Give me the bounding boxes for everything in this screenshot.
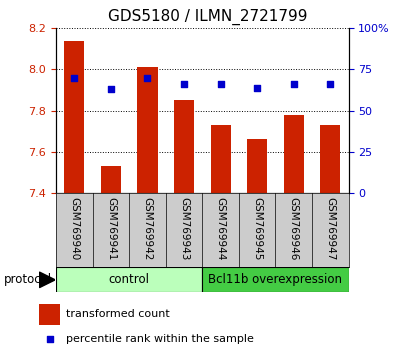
Text: GSM769940: GSM769940 <box>69 197 79 260</box>
Text: GSM769942: GSM769942 <box>142 197 152 260</box>
Point <box>217 81 224 87</box>
Text: percentile rank within the sample: percentile rank within the sample <box>66 333 254 344</box>
Polygon shape <box>39 272 55 287</box>
Text: GSM769944: GSM769944 <box>216 197 226 260</box>
Text: control: control <box>109 273 150 286</box>
Bar <box>56 267 202 292</box>
Point <box>107 86 114 92</box>
Text: GSM769946: GSM769946 <box>289 197 299 260</box>
Text: GDS5180 / ILMN_2721799: GDS5180 / ILMN_2721799 <box>108 9 307 25</box>
Point <box>254 85 261 90</box>
Point <box>327 81 334 87</box>
Bar <box>202 267 349 292</box>
Bar <box>320 125 340 193</box>
Point <box>290 81 297 87</box>
Bar <box>210 125 231 193</box>
Bar <box>137 67 158 193</box>
Point <box>181 81 187 87</box>
Text: GSM769941: GSM769941 <box>106 197 116 260</box>
Text: transformed count: transformed count <box>66 309 170 320</box>
Text: Bcl11b overexpression: Bcl11b overexpression <box>208 273 342 286</box>
Point <box>46 336 53 342</box>
Text: GSM769943: GSM769943 <box>179 197 189 260</box>
Bar <box>64 41 84 193</box>
Bar <box>39 303 60 325</box>
Bar <box>284 115 304 193</box>
Text: GSM769947: GSM769947 <box>325 197 335 260</box>
Bar <box>247 139 267 193</box>
Bar <box>174 100 194 193</box>
Bar <box>101 166 121 193</box>
Text: protocol: protocol <box>4 273 52 286</box>
Point <box>144 75 151 81</box>
Text: GSM769945: GSM769945 <box>252 197 262 260</box>
Point <box>71 75 78 81</box>
